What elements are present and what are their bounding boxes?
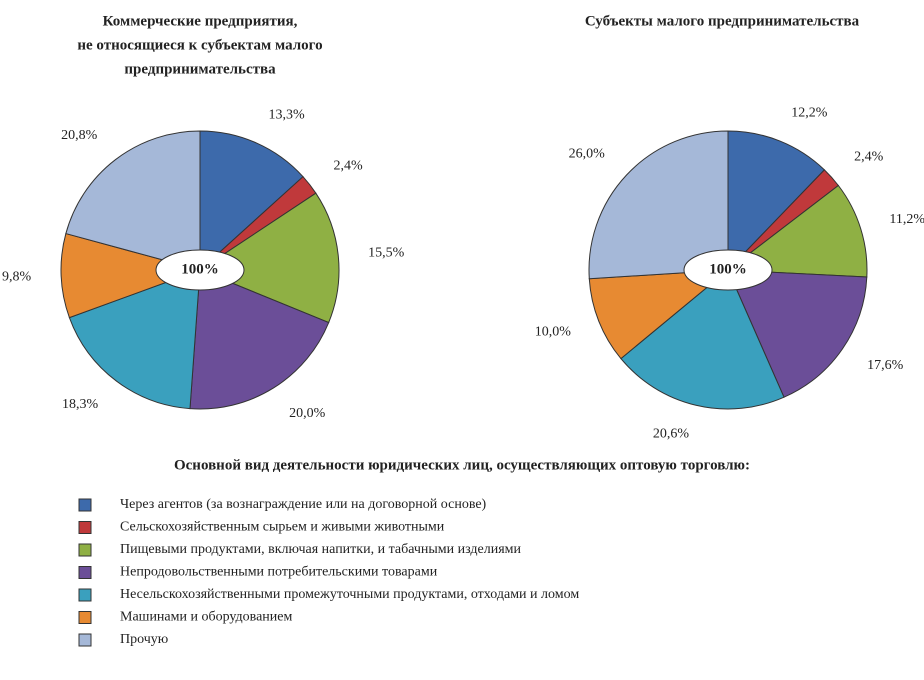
legend-title: Основной вид деятельности юридических ли… [174,457,750,473]
legend-label: Сельскохозяйственным сырьем и живыми жив… [120,520,445,535]
legend-swatch [78,543,92,557]
center-label: 100% [181,261,219,277]
pie-slice [727,130,826,272]
pie-slice [620,269,785,410]
legend-label: Непродовольственными потребительскими то… [120,565,438,580]
data-label: 20,0% [289,406,326,421]
pie-slice [588,269,730,360]
data-label: 17,6% [867,358,904,373]
pie-slice [60,232,202,319]
legend-swatch [78,498,92,512]
data-label: 2,4% [333,159,363,174]
center-label: 100% [709,261,747,277]
pie-slice [588,130,729,280]
data-label: 12,2% [791,105,828,120]
legend-label: Прочую [120,632,168,647]
pie-slice [65,130,201,271]
data-label: 2,4% [854,150,884,165]
legend-swatch [78,611,92,624]
pie-slice [198,192,340,324]
legend-swatch [78,633,92,647]
legend-swatch [78,521,92,534]
data-label: 20,6% [653,427,690,442]
legend-label: Несельскохозяйственными промежуточными п… [120,587,579,602]
pie-slice [68,269,201,410]
data-label: 10,0% [535,324,572,339]
chart-title: Субъекты малого предпринимательства [585,13,860,29]
pie-slice [199,130,304,272]
data-label: 20,8% [61,128,98,143]
data-label: 26,0% [569,147,606,162]
chart-title: Коммерческие предприятия, [103,13,298,29]
pie-slice [726,184,868,278]
legend-label: Машинами и оборудованием [120,610,293,625]
data-label: 18,3% [62,397,99,412]
data-label: 15,5% [368,246,405,261]
data-label: 9,8% [2,269,32,284]
pie-slice [727,269,868,398]
data-label: 11,2% [889,212,924,227]
legend-label: Пищевыми продуктами, включая напитки, и … [120,542,522,557]
legend-label: Через агентов (за вознаграждение или на … [120,497,487,512]
data-label: 13,3% [269,108,306,123]
center-ellipse [155,249,245,291]
legend-swatch [78,566,92,579]
chart-title: предпринимательства [124,61,276,77]
legend-swatch [78,588,92,602]
chart-title: не относящиеся к субъектам малого [77,37,322,53]
pie-slice [189,269,330,410]
center-ellipse [683,249,773,291]
